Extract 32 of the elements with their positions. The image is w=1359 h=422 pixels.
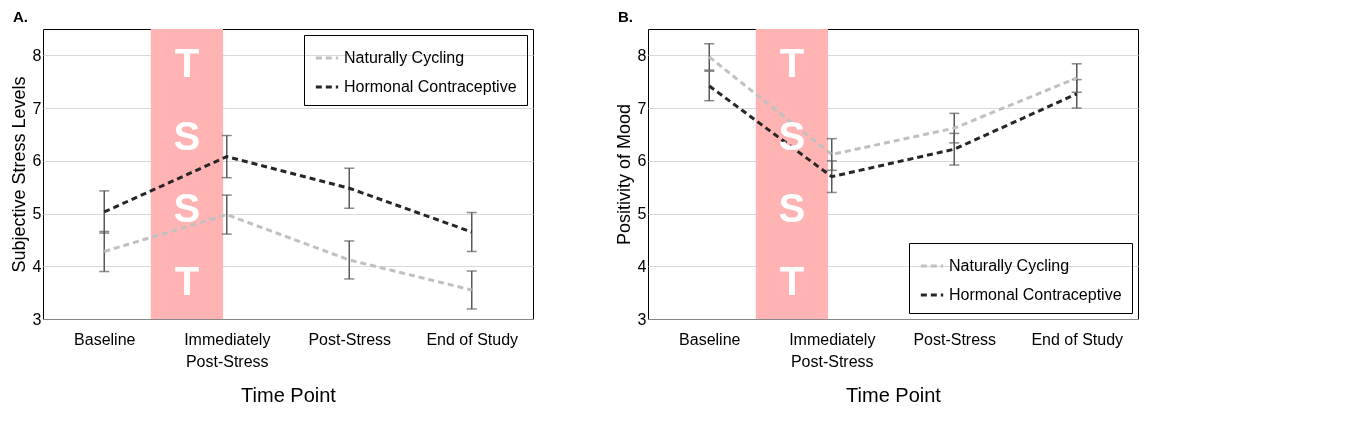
x-tick-label: Baseline: [74, 330, 136, 348]
y-tick-label: 7: [32, 99, 42, 117]
y-axis-title: Positivity of Mood: [613, 103, 634, 246]
y-tick-label: 3: [637, 310, 647, 328]
x-tick-label: Baseline: [679, 330, 741, 348]
y-axis-title: Subjective Stress Levels: [8, 76, 29, 273]
chart-title: A.: [13, 8, 28, 25]
x-tick-label: Post-Stress: [308, 330, 392, 348]
x-tick-label: End of Study: [426, 330, 519, 348]
chart-title: B.: [618, 8, 633, 25]
x-tick-label: End of Study: [1031, 330, 1124, 348]
y-tick-label: 5: [637, 205, 647, 223]
y-tick-label: 8: [637, 46, 647, 64]
y-tick-label: 6: [32, 152, 42, 170]
y-tick-label: 4: [637, 257, 647, 275]
legend-label: Naturally Cycling: [949, 257, 1070, 274]
y-tick-label: 8: [32, 46, 42, 64]
y-tick-label: 5: [32, 205, 42, 223]
legend-label: Naturally Cycling: [344, 49, 465, 66]
annotation: TSST: [173, 41, 201, 303]
x-tick-label: Post-Stress: [913, 330, 997, 348]
y-tick-label: 6: [637, 152, 647, 170]
legend-label: Hormonal Contraceptive: [344, 78, 517, 95]
x-tick-label: Immediately Post-Stress: [789, 330, 876, 370]
line-series: [102, 155, 474, 234]
y-tick-label: 4: [32, 257, 42, 275]
y-tick-label: 3: [32, 310, 42, 328]
x-tick-label: Immediately Post-Stress: [184, 330, 271, 370]
x-axis-title: Time Point: [846, 383, 942, 406]
y-tick-label: 7: [637, 99, 647, 117]
legend-label: Hormonal Contraceptive: [949, 286, 1122, 303]
x-axis-title: Time Point: [241, 383, 337, 406]
